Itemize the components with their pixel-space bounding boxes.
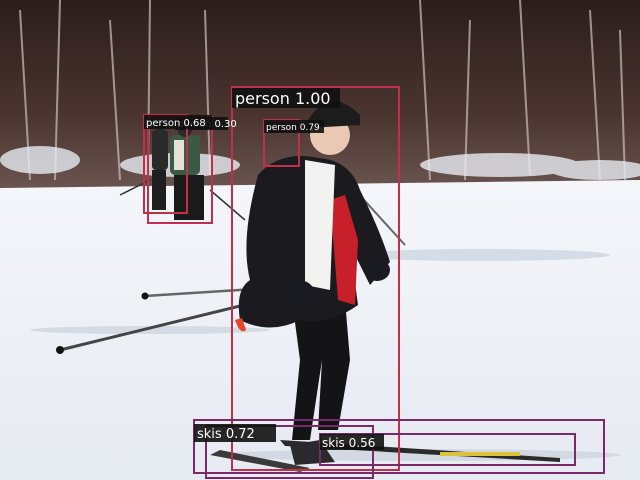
detection-skis-2: skis 0.56: [320, 434, 575, 465]
detection-label-class: skis: [322, 436, 345, 450]
detection-box: [148, 117, 212, 223]
svg-text:skis 0.56: skis 0.56: [322, 436, 375, 450]
detection-label-class: person: [266, 123, 297, 133]
detection-person-main: person 1.00: [232, 87, 399, 470]
detection-label-score: 0.30: [214, 119, 236, 130]
detection-label-score: 0.56: [349, 436, 376, 450]
detection-person-face: person 0.79: [264, 120, 324, 166]
detection-label-score: 0.79: [300, 123, 320, 133]
detection-label-score: 1.00: [295, 89, 331, 108]
detection-person-background-2: person 0.30: [148, 117, 237, 223]
detection-box: [232, 87, 399, 470]
detection-label-class: person: [146, 118, 180, 129]
svg-text:person 1.00: person 1.00: [235, 89, 331, 108]
detection-label-score: 0.68: [183, 118, 205, 129]
detection-label-class: skis: [197, 427, 222, 442]
svg-text:person 0.68: person 0.68: [146, 118, 206, 129]
svg-text:person 0.79: person 0.79: [266, 123, 320, 133]
detection-label-class: person: [235, 89, 290, 108]
svg-text:skis 0.72: skis 0.72: [197, 427, 255, 442]
detection-label-score: 0.72: [226, 427, 255, 442]
